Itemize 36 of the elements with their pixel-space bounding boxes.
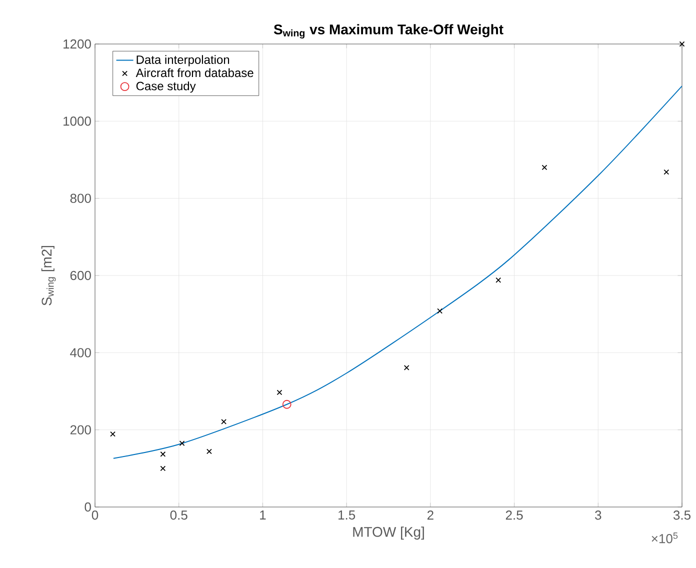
point [110,431,116,437]
point [542,164,548,170]
x-tick-label: 2 [427,510,434,520]
x-tick-label: 0.5 [170,510,188,520]
x-tick-label: 1 [260,510,266,520]
text: ×10$^{5}$ [652,532,678,544]
point [206,448,212,454]
x-tick-label: 0 [92,510,98,520]
y-tick-label: 800 [70,194,91,203]
y-tick-label: 400 [70,348,91,358]
y-tick-label: 1200 [64,39,91,49]
x-tick-label: 3.5 [673,510,690,520]
y-axis-title: S$_{wing}$ [m2] [41,246,56,306]
legend-label: Aircraft from database [136,68,254,78]
legend-label: Case study [136,81,196,93]
point [179,440,185,446]
y-tick-label: 0 [84,502,91,512]
x-axis-title: MTOW [Kg] [353,526,424,540]
point [276,390,282,396]
chart-title: S$_{wing}$ vs Maximum Take-Off Weight [274,24,504,38]
point [221,419,227,424]
point [160,466,166,472]
point [282,400,292,409]
x-tick-label: 3 [595,510,602,520]
point [160,451,166,457]
x-tick-label: 1.5 [338,510,356,520]
point [437,308,443,314]
point [679,41,685,47]
y-tick-label: 1000 [64,116,91,126]
point [496,277,502,283]
x-tick-label: 2.5 [506,510,523,520]
point [664,169,670,175]
y-tick-label: 600 [70,270,91,280]
legend-label: Data interpolation [136,55,230,66]
point [404,365,410,370]
y-tick-label: 200 [70,425,91,434]
